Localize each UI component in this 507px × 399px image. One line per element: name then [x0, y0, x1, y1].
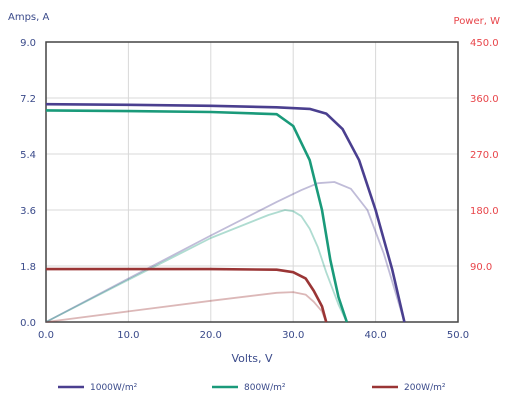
- y2-tick-label: 450.0: [470, 38, 499, 49]
- y2-axis-title: Power, W: [454, 16, 501, 27]
- series-lines: [45, 102, 406, 323]
- y2-tick-label: 360.0: [470, 94, 499, 105]
- x-tick-label: 50.0: [447, 330, 469, 341]
- x-tick-label: 0.0: [38, 330, 54, 341]
- legend-label: 1000W/m²: [90, 383, 138, 393]
- x-tick-label: 40.0: [364, 330, 386, 341]
- x-tick-label: 20.0: [200, 330, 222, 341]
- plot-frame: [45, 41, 459, 323]
- y2-tick-label: 90.0: [470, 262, 492, 273]
- y-tick-label: 3.6: [20, 206, 36, 217]
- power-line: [45, 181, 406, 323]
- y-tick-label: 7.2: [20, 94, 36, 105]
- x-axis-title: Volts, V: [231, 352, 272, 365]
- y2-tick-label: 270.0: [470, 150, 499, 161]
- grid: [46, 42, 458, 322]
- y-tick-label: 0.0: [20, 318, 36, 329]
- y-tick-label: 5.4: [20, 150, 36, 161]
- legend-label: 200W/m²: [404, 383, 446, 393]
- y2-tick-label: 180.0: [470, 206, 499, 217]
- x-tick-label: 10.0: [117, 330, 139, 341]
- y-axis-title: Amps, A: [8, 12, 49, 23]
- current-line: [45, 102, 406, 323]
- current-line: [46, 267, 328, 323]
- current-line: [45, 109, 349, 323]
- power-line: [45, 209, 348, 323]
- tick-labels: 0.0 1.8 3.6 5.4 7.2 9.0 90.0 180.0 270.0 360.0 450…: [20, 38, 499, 341]
- y-tick-label: 9.0: [20, 38, 36, 49]
- legend: 1000W/m² 800W/m² 200W/m²: [58, 383, 446, 393]
- x-tick-label: 30.0: [282, 330, 304, 341]
- power-line: [45, 291, 328, 323]
- legend-label: 800W/m²: [244, 383, 286, 393]
- y-tick-label: 1.8: [20, 262, 36, 273]
